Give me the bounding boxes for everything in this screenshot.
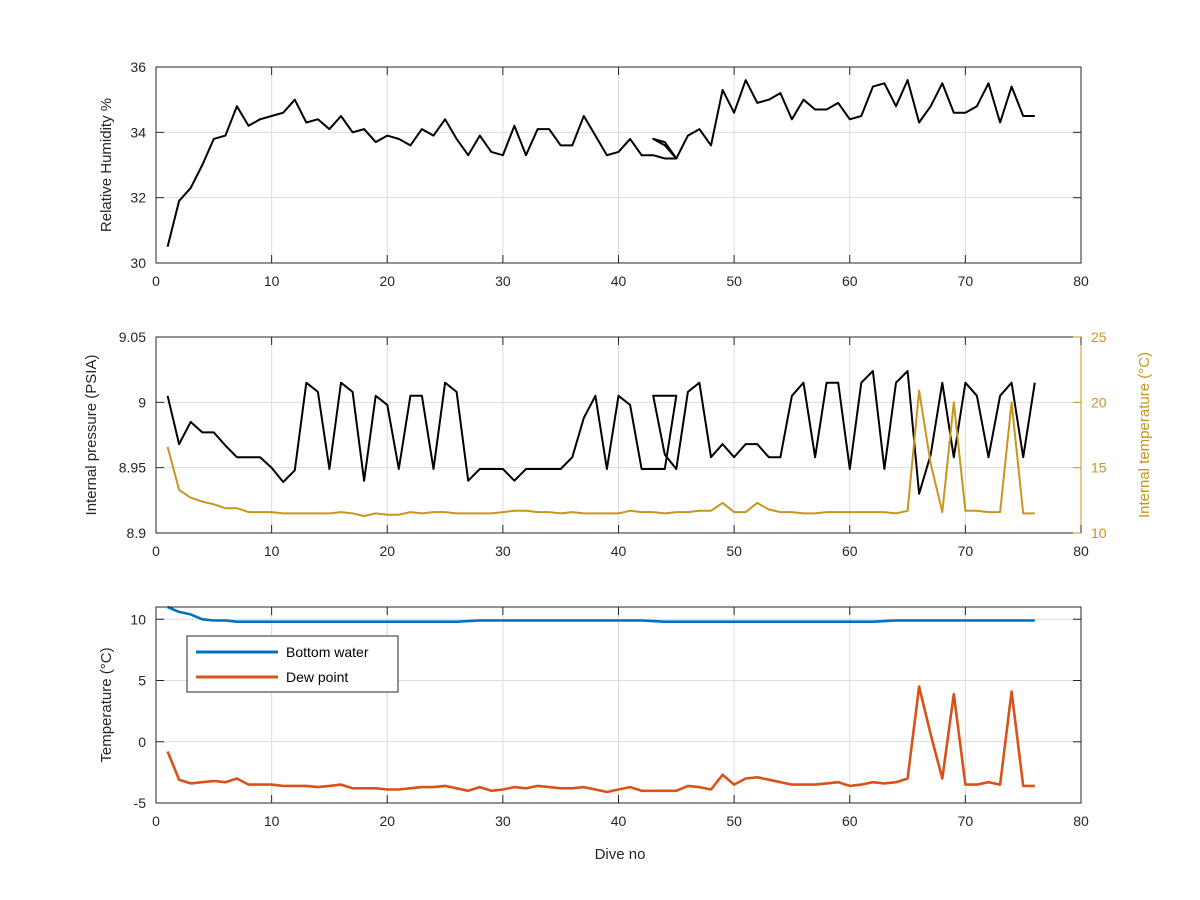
x-tick-label-6: 60 — [842, 273, 858, 289]
x-tick-label-3: 30 — [495, 813, 511, 829]
pressure-ylabel: Internal pressure (PSIA) — [83, 355, 100, 516]
pressure-series — [166, 370, 1036, 517]
x-tick-label-5: 50 — [726, 273, 742, 289]
y-tick-label-0: 8.9 — [127, 525, 147, 541]
series-line-2-0 — [167, 605, 1035, 624]
x-tick-label-2: 20 — [379, 813, 395, 829]
temperature-series — [166, 605, 1035, 794]
temperature-y2label: Internal temperature (°C) — [1136, 352, 1153, 518]
y-tick-label-3: 36 — [130, 59, 146, 75]
x-tick-label-0: 0 — [152, 543, 160, 559]
series-line-2-1 — [166, 685, 1035, 794]
pressure-panel: 0 10 20 30 40 50 60 70 80 8.9 8.95 9 9.05 10 15 20 25 In… — [83, 329, 1153, 559]
x-tick-label-0: 0 — [152, 813, 160, 829]
y-tick-label-2: 9 — [138, 394, 146, 410]
y-tick-label-2: 5 — [138, 673, 146, 689]
humidity-ylabel: Relative Humidity % — [98, 98, 115, 232]
x-tick-label-6: 60 — [842, 543, 858, 559]
y-tick-label-0: 30 — [130, 255, 146, 271]
legend-box — [186, 635, 399, 693]
x-tick-label-2: 20 — [379, 273, 395, 289]
x-tick-label-3: 30 — [495, 543, 511, 559]
x-tick-label-6: 60 — [842, 813, 858, 829]
x-tick-label-1: 10 — [264, 813, 280, 829]
dive-no-xlabel: Dive no — [595, 846, 646, 863]
humidity-ticks: 0 10 20 30 40 50 60 70 80 30 32 34 36 — [130, 59, 1089, 289]
x-tick-label-4: 40 — [611, 543, 627, 559]
humidity-panel: 0 10 20 30 40 50 60 70 80 30 32 34 36 Relative Humid… — [98, 59, 1089, 289]
series-line-0-0 — [166, 79, 1035, 247]
x-tick-label-7: 70 — [958, 813, 974, 829]
x-tick-label-1: 10 — [264, 543, 280, 559]
y-tick-label-3: 10 — [130, 611, 146, 627]
series-line-1-0 — [166, 370, 1036, 495]
x-tick-label-3: 30 — [495, 273, 511, 289]
pressure-ticks: 0 10 20 30 40 50 60 70 80 8.9 8.95 9 9.05 10 15 20 25 — [119, 329, 1107, 559]
y-tick-label-1: 8.95 — [119, 460, 146, 476]
y-tick-label-1: 32 — [130, 190, 146, 206]
humidity-series — [166, 79, 1035, 247]
x-tick-label-0: 0 — [152, 273, 160, 289]
temperature-panel: 0 10 20 30 40 50 60 70 80 -5 0 5 10 Temperature (°C)… — [98, 605, 1089, 863]
x-tick-label-8: 80 — [1073, 813, 1089, 829]
x-tick-label-8: 80 — [1073, 543, 1089, 559]
x-tick-label-1: 10 — [264, 273, 280, 289]
legend: Bottom water Dew point — [186, 635, 399, 693]
x-tick-label-2: 20 — [379, 543, 395, 559]
y2-tick-label-3: 25 — [1091, 329, 1107, 345]
temperature-ticks: 0 10 20 30 40 50 60 70 80 -5 0 5 10 — [130, 606, 1089, 829]
temperature-ylabel: Temperature (°C) — [98, 647, 115, 762]
y-tick-label-3: 9.05 — [119, 329, 146, 345]
x-tick-label-5: 50 — [726, 813, 742, 829]
y2-tick-label-2: 20 — [1091, 394, 1107, 410]
y-tick-label-1: 0 — [138, 734, 146, 750]
x-tick-label-4: 40 — [611, 273, 627, 289]
legend-label-dew-point: Dew point — [286, 669, 348, 685]
series-line-1-1 — [166, 389, 1035, 517]
legend-label-bottom-water: Bottom water — [286, 644, 369, 660]
x-tick-label-5: 50 — [726, 543, 742, 559]
y2-tick-label-1: 15 — [1091, 460, 1107, 476]
x-tick-label-4: 40 — [611, 813, 627, 829]
y2-tick-label-0: 10 — [1091, 525, 1107, 541]
x-tick-label-7: 70 — [958, 543, 974, 559]
x-tick-label-8: 80 — [1073, 273, 1089, 289]
x-tick-label-7: 70 — [958, 273, 974, 289]
y-tick-label-0: -5 — [134, 795, 147, 811]
y-tick-label-2: 34 — [130, 124, 146, 140]
